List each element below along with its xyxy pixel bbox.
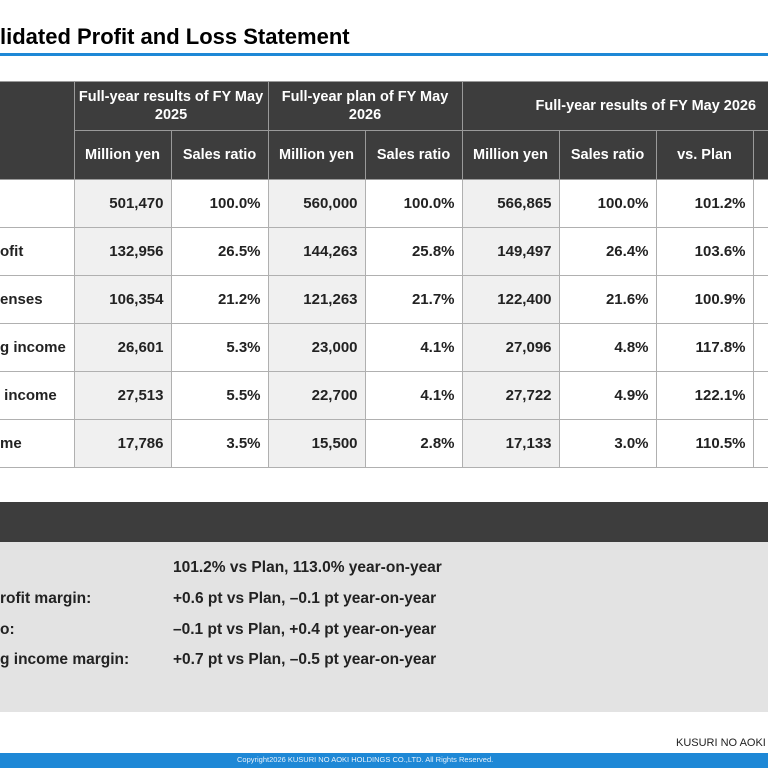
table-corner-header: [0, 81, 75, 180]
table-cell: 17,133: [461, 419, 560, 468]
table-cell: 21.7%: [364, 275, 463, 324]
table-cell: [752, 227, 768, 276]
summary-label: o:: [0, 621, 15, 638]
table-cell: 100.0%: [364, 179, 463, 228]
table-cell: 3.5%: [170, 419, 269, 468]
subheader-million-yen: Million yen: [461, 130, 560, 180]
table-cell: [752, 179, 768, 228]
table-cell: 22,700: [267, 371, 366, 420]
table-cell: 4.8%: [558, 323, 657, 372]
table-cell: 501,470: [73, 179, 172, 228]
table-row: enses 106,354 21.2% 121,263 21.7% 122,40…: [0, 275, 768, 324]
table-cell: [752, 275, 768, 324]
table-row: me 17,786 3.5% 15,500 2.8% 17,133 3.0% 1…: [0, 419, 768, 468]
summary-label: g income margin:: [0, 651, 130, 668]
subheader-sales-ratio: Sales ratio: [558, 130, 657, 180]
summary-value: 101.2% vs Plan, 113.0% year-on-year: [173, 559, 442, 576]
row-label: enses: [0, 275, 75, 324]
table-cell: 144,263: [267, 227, 366, 276]
table-cell: 100.0%: [558, 179, 657, 228]
table-cell: 2.8%: [364, 419, 463, 468]
row-label: g income: [0, 323, 75, 372]
table-cell: 27,096: [461, 323, 560, 372]
subheader-million-yen: Million yen: [267, 130, 366, 180]
table-cell: [752, 371, 768, 420]
subheader-sales-ratio: Sales ratio: [170, 130, 269, 180]
table-cell: 122,400: [461, 275, 560, 324]
table-cell: 27,513: [73, 371, 172, 420]
table-cell: 566,865: [461, 179, 560, 228]
group-header-fy2025-results: Full-year results of FY May 2025: [73, 81, 269, 131]
table-cell: 23,000: [267, 323, 366, 372]
table-cell: 122.1%: [655, 371, 754, 420]
table-cell: 5.3%: [170, 323, 269, 372]
table-cell: 149,497: [461, 227, 560, 276]
table-cell: 26,601: [73, 323, 172, 372]
table-cell: 100.9%: [655, 275, 754, 324]
title-underline: [0, 53, 768, 56]
subheader-vs-plan: vs. Plan: [655, 130, 754, 180]
row-label: [0, 179, 75, 228]
summary-value: +0.6 pt vs Plan, –0.1 pt year-on-year: [173, 590, 437, 607]
summary-panel: 101.2% vs Plan, 113.0% year-on-year rofi…: [0, 542, 768, 712]
summary-value: –0.1 pt vs Plan, +0.4 pt year-on-year: [173, 621, 437, 638]
table-row: 501,470 100.0% 560,000 100.0% 566,865 10…: [0, 179, 768, 228]
pl-table: Full-year results of FY May 2025 Full-ye…: [0, 81, 768, 468]
row-label: ofit: [0, 227, 75, 276]
table-cell: 560,000: [267, 179, 366, 228]
table-cell: 100.0%: [170, 179, 269, 228]
table-cell: 117.8%: [655, 323, 754, 372]
company-logo: KUSURI NO AOKI HO: [676, 737, 768, 749]
table-cell: 4.1%: [364, 371, 463, 420]
table-cell: 15,500: [267, 419, 366, 468]
table-row: ofit 132,956 26.5% 144,263 25.8% 149,497…: [0, 227, 768, 276]
summary-label: rofit margin:: [0, 590, 92, 607]
page-title: lidated Profit and Loss Statement: [0, 24, 350, 49]
table-cell: 106,354: [73, 275, 172, 324]
table-row: income 27,513 5.5% 22,700 4.1% 27,722 4.…: [0, 371, 768, 420]
table-cell: 101.2%: [655, 179, 754, 228]
table-cell: [752, 323, 768, 372]
table-cell: 4.1%: [364, 323, 463, 372]
summary-header-bar: [0, 502, 768, 542]
table-cell: 26.4%: [558, 227, 657, 276]
table-cell: 21.6%: [558, 275, 657, 324]
table-cell: 3.0%: [558, 419, 657, 468]
table-cell: 5.5%: [170, 371, 269, 420]
row-label: income: [0, 371, 75, 420]
table-cell: 25.8%: [364, 227, 463, 276]
table-cell: 121,263: [267, 275, 366, 324]
table-cell: 27,722: [461, 371, 560, 420]
footer-bar: [0, 753, 768, 768]
table-cell: 110.5%: [655, 419, 754, 468]
subheader-cut-off: [752, 130, 768, 180]
summary-value: +0.7 pt vs Plan, –0.5 pt year-on-year: [173, 651, 437, 668]
table-cell: 17,786: [73, 419, 172, 468]
table-cell: 103.6%: [655, 227, 754, 276]
row-label: me: [0, 419, 75, 468]
table-cell: 132,956: [73, 227, 172, 276]
table-cell: 26.5%: [170, 227, 269, 276]
table-cell: [752, 419, 768, 468]
copyright-text: Copyright2026 KUSURI NO AOKI HOLDINGS CO…: [237, 755, 494, 764]
table-row: g income 26,601 5.3% 23,000 4.1% 27,096 …: [0, 323, 768, 372]
table-cell: 4.9%: [558, 371, 657, 420]
subheader-sales-ratio: Sales ratio: [364, 130, 463, 180]
table-cell: 21.2%: [170, 275, 269, 324]
subheader-million-yen: Million yen: [73, 130, 172, 180]
group-header-fy2026-results: Full-year results of FY May 2026: [461, 81, 768, 131]
group-header-fy2026-plan: Full-year plan of FY May 2026: [267, 81, 463, 131]
